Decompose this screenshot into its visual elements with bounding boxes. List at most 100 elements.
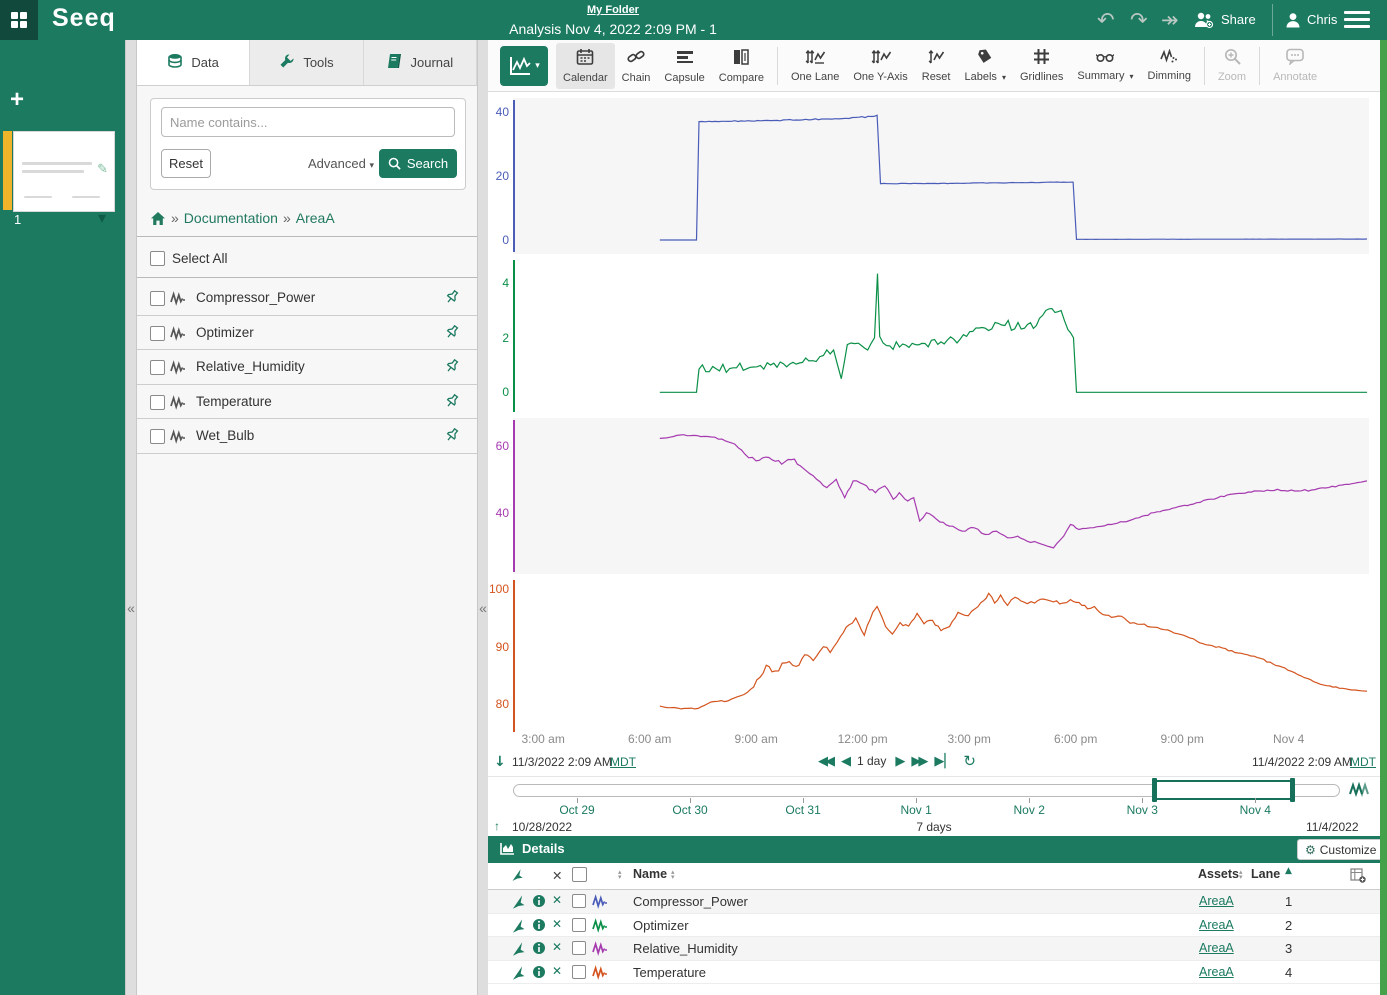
timezone-start-link[interactable]: MDT xyxy=(610,755,636,769)
compare-button[interactable]: Compare xyxy=(712,43,771,89)
asset-link[interactable]: AreaA xyxy=(1199,964,1234,979)
timeline-selection[interactable] xyxy=(1154,780,1293,800)
chain-button[interactable]: Chain xyxy=(615,43,658,89)
calendar-button[interactable]: Calendar xyxy=(556,42,615,89)
timezone-end-link[interactable]: MDT xyxy=(1350,755,1376,769)
row-checkbox[interactable] xyxy=(572,894,586,908)
step-size-label[interactable]: 1 day xyxy=(857,754,887,768)
dart-column-icon[interactable] xyxy=(510,868,524,885)
timeline-start-icon[interactable]: ↑ xyxy=(494,819,500,833)
tab-tools[interactable]: Tools xyxy=(250,40,364,85)
info-icon[interactable] xyxy=(532,965,546,982)
table-row-compressor_power[interactable]: ✕ Compressor_Power AreaA 1 xyxy=(488,890,1380,914)
step-forward-much-icon[interactable]: ▶▶ xyxy=(911,753,928,769)
list-item-wet_bulb[interactable]: Wet_Bulb xyxy=(137,419,477,454)
range-end[interactable]: 11/4/2022 2:09 AM xyxy=(1252,755,1352,769)
select-all-rows-checkbox[interactable] xyxy=(572,867,587,882)
pin-icon[interactable] xyxy=(444,289,461,311)
remove-icon[interactable]: ✕ xyxy=(552,916,563,931)
timeline-signal-icon[interactable] xyxy=(1348,780,1370,798)
pin-icon[interactable] xyxy=(444,427,461,449)
hamburger-menu-button[interactable] xyxy=(1344,11,1370,32)
row-checkbox[interactable] xyxy=(572,941,586,955)
list-item-compressor_power[interactable]: Compressor_Power xyxy=(137,281,477,316)
new-worksheet-button[interactable]: + xyxy=(10,86,25,113)
labels-button[interactable]: Labels ▾ xyxy=(958,43,1014,89)
selection-end-handle[interactable] xyxy=(1290,778,1296,802)
home-icon[interactable] xyxy=(150,211,166,226)
breadcrumb-areaa[interactable]: AreaA xyxy=(295,210,335,226)
home-menu-button[interactable] xyxy=(0,0,38,40)
item-checkbox[interactable] xyxy=(150,325,165,341)
sort-icon[interactable]: ▴ ▾ xyxy=(671,868,675,881)
redo-button[interactable]: ↷ xyxy=(1130,8,1148,32)
customize-button[interactable]: ⚙︎ Customize xyxy=(1297,839,1385,860)
tab-journal[interactable]: Journal xyxy=(363,40,477,85)
reset-button[interactable]: Reset xyxy=(161,149,211,178)
pin-icon[interactable] xyxy=(444,324,461,346)
one-y-axis-button[interactable]: One Y-Axis xyxy=(846,43,914,89)
selection-start-handle[interactable] xyxy=(1152,778,1158,802)
asset-link[interactable]: AreaA xyxy=(1199,941,1234,955)
trend-lane-3[interactable]: 60 40 xyxy=(488,416,1380,576)
sort-icon[interactable]: ▴ ▾ xyxy=(618,868,622,881)
reset-button[interactable]: Reset xyxy=(915,43,958,89)
select-all-checkbox[interactable] xyxy=(150,251,165,266)
advanced-toggle[interactable]: Advanced ▾ xyxy=(308,156,374,171)
dimming-button[interactable]: Dimming xyxy=(1141,43,1198,89)
item-checkbox[interactable] xyxy=(150,394,165,410)
info-icon[interactable] xyxy=(532,941,546,958)
step-back-much-icon[interactable]: ◀◀ xyxy=(818,753,835,769)
add-column-icon[interactable] xyxy=(1350,867,1366,886)
asset-link[interactable]: AreaA xyxy=(1199,894,1234,908)
search-button[interactable]: Search xyxy=(379,149,457,178)
row-checkbox[interactable] xyxy=(572,964,586,979)
table-row-temperature[interactable]: ✕ Temperature AreaA 4 xyxy=(488,960,1380,984)
search-input[interactable] xyxy=(161,107,455,137)
breadcrumb-folder-link[interactable]: My Folder xyxy=(587,4,639,16)
sort-icon[interactable]: ▴ ▾ xyxy=(1239,868,1243,881)
share-button[interactable]: Share xyxy=(1193,0,1256,40)
info-icon[interactable] xyxy=(532,894,546,911)
list-item-optimizer[interactable]: Optimizer xyxy=(137,316,477,351)
dart-icon[interactable] xyxy=(510,941,525,959)
sort-asc-icon[interactable]: ▲ xyxy=(1285,866,1292,876)
item-checkbox[interactable] xyxy=(150,291,165,306)
pin-icon[interactable] xyxy=(444,358,461,380)
step-forward-icon[interactable]: ▶ xyxy=(895,753,905,769)
info-icon[interactable] xyxy=(532,918,546,935)
auto-update-icon[interactable]: ↻ xyxy=(963,752,976,770)
column-lane[interactable]: Lane xyxy=(1251,867,1281,881)
pin-icon[interactable] xyxy=(444,393,461,415)
gridlines-button[interactable]: Gridlines xyxy=(1013,43,1070,89)
table-row-relative_humidity[interactable]: ✕ Relative_Humidity AreaA 3 xyxy=(488,937,1380,961)
view-selector-button[interactable]: ▾ xyxy=(500,45,548,86)
remove-icon[interactable]: ✕ xyxy=(552,963,563,978)
breadcrumb-documentation[interactable]: Documentation xyxy=(183,210,278,226)
tab-data[interactable]: Data xyxy=(137,40,251,85)
collapse-panel-icon[interactable]: « xyxy=(479,600,487,616)
worksheet-chevron-down-icon[interactable]: ▾ xyxy=(98,208,107,227)
investigate-start-icon[interactable]: ↓ xyxy=(494,754,506,770)
timeline-track[interactable] xyxy=(513,784,1340,797)
dart-icon[interactable] xyxy=(510,918,525,936)
worksheet-thumbnail[interactable]: ✎ xyxy=(13,131,115,212)
range-start[interactable]: 11/3/2022 2:09 AM xyxy=(512,755,612,769)
dart-icon[interactable] xyxy=(510,894,525,912)
remove-icon[interactable]: ✕ xyxy=(552,893,563,907)
trend-lane-4[interactable]: 100 90 80 xyxy=(488,576,1380,736)
remove-icon[interactable]: ✕ xyxy=(552,940,563,954)
one-lane-button[interactable]: One Lane xyxy=(784,43,846,89)
collapse-left-icon[interactable]: « xyxy=(127,600,135,616)
dart-icon[interactable] xyxy=(510,965,525,983)
summary-button[interactable]: Summary ▾ xyxy=(1070,43,1140,89)
row-checkbox[interactable] xyxy=(572,917,586,932)
list-item-relative_humidity[interactable]: Relative_Humidity xyxy=(137,350,477,385)
trend-lane-1[interactable]: 40 20 0 xyxy=(488,96,1380,256)
remove-all-icon[interactable]: ✕ xyxy=(552,869,563,883)
table-row-optimizer[interactable]: ✕ Optimizer AreaA 2 xyxy=(488,913,1380,937)
item-checkbox[interactable] xyxy=(150,360,165,376)
asset-link[interactable]: AreaA xyxy=(1199,917,1234,932)
trend-lanes[interactable]: 40 20 0 4 2 0 60 40 100 90 80 xyxy=(488,96,1380,736)
step-back-icon[interactable]: ◀ xyxy=(841,753,851,769)
